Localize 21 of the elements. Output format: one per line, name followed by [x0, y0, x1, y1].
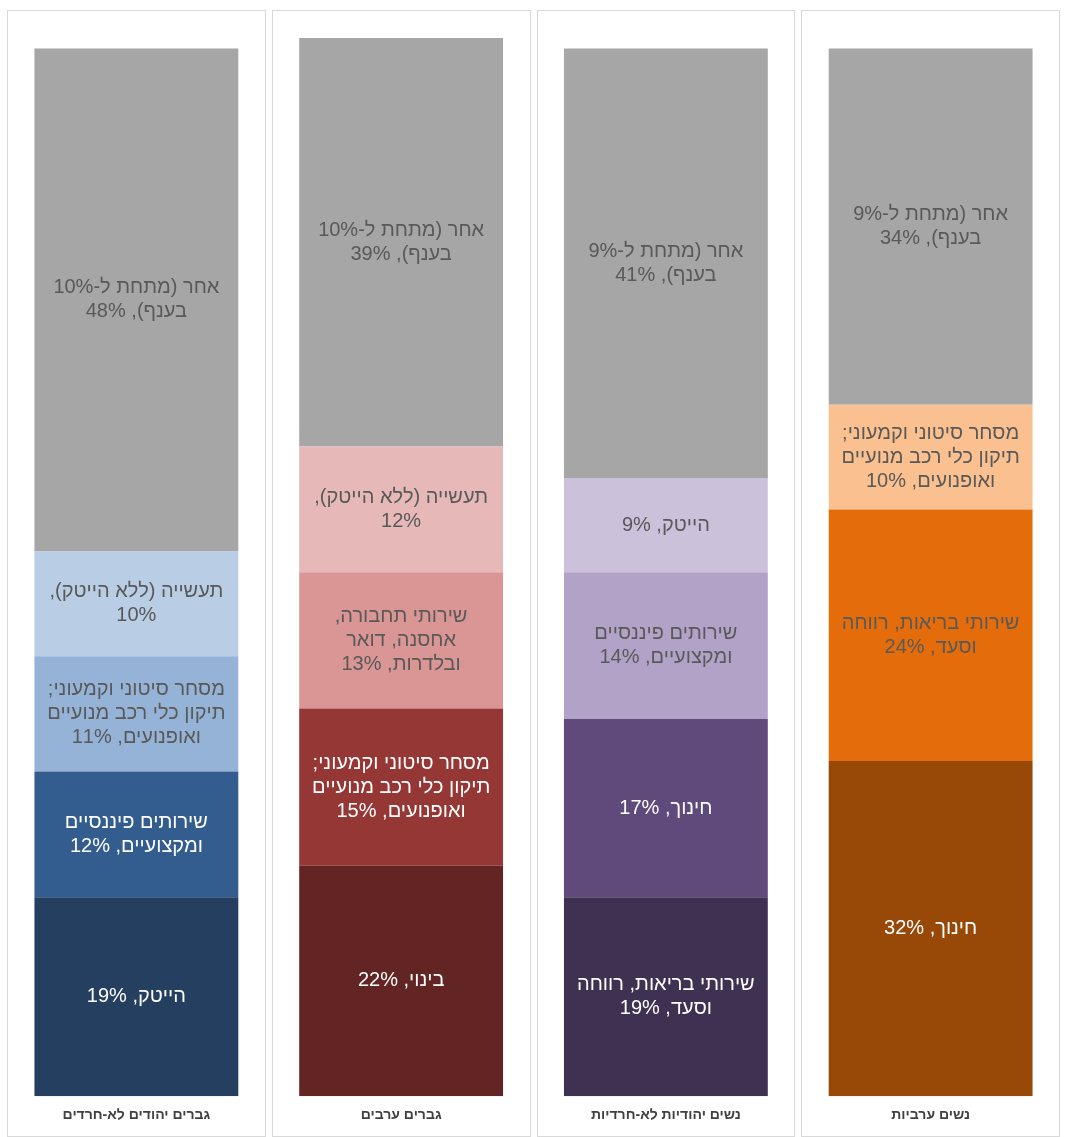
data-label: מסחר סיטוני וקמעוני; תיקון כלי רכב מנועיים ואופנועים, 10% — [841, 420, 1020, 491]
x-tick-label: נשים ערביות — [891, 1106, 970, 1123]
data-label: אחר (מתחת ל-10% בענף), 39% — [318, 217, 485, 264]
data-label: מסחר סיטוני וקמעוני; תיקון כלי רכב מנועיים ואופנועים, 15% — [312, 750, 491, 821]
data-label: בינוי, 22% — [357, 968, 445, 991]
x-tick-label: נשים יהודיות לא-חרדיות — [590, 1106, 741, 1123]
data-label: חינוך, 32% — [884, 916, 978, 939]
data-label: שירותי תחבורה, אחסנה, דואר ובלדרות, 13% — [334, 603, 468, 674]
x-tick-label: גברים יהודים לא-חרדים — [62, 1106, 211, 1123]
data-label: הייטק, 9% — [621, 512, 710, 535]
data-label: אחר (מתחת ל-9% בענף), 41% — [588, 238, 744, 285]
data-label: הייטק, 19% — [86, 984, 186, 1007]
data-label: שירותי בריאות, רווחה וסעד, 24% — [841, 610, 1020, 657]
data-label: חינוך, 17% — [619, 795, 713, 818]
data-label: מסחר סיטוני וקמעוני; תיקון כלי רכב מנועיים ואופנועים, 11% — [47, 677, 226, 748]
data-label: שירותים פיננסיים ומקצועיים, 14% — [594, 621, 738, 668]
data-label: אחר (מתחת ל-9% בענף), 34% — [853, 202, 1009, 249]
data-label: שירותי בריאות, רווחה וסעד, 19% — [577, 972, 755, 1019]
data-label: שירותים פיננסיים ומקצועיים, 12% — [64, 809, 208, 856]
x-tick-label: גברים ערבים — [360, 1106, 442, 1123]
data-label: אחר (מתחת ל-10% בענף), 48% — [53, 275, 220, 322]
